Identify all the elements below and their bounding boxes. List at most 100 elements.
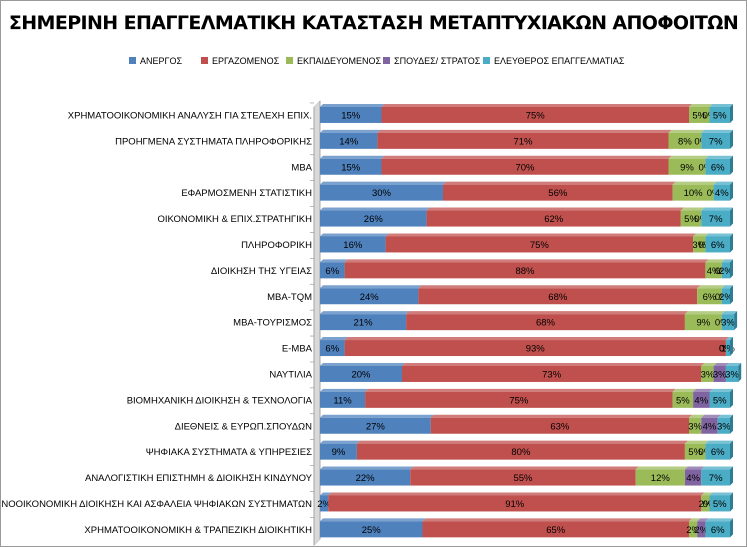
bar-segment xyxy=(672,391,694,408)
bar-segment xyxy=(689,521,698,538)
bar-segment-top xyxy=(320,414,434,418)
bar-segment-top xyxy=(320,155,385,159)
bar-segment xyxy=(418,288,698,305)
data-label: 88% xyxy=(515,266,535,277)
data-label: 5% xyxy=(676,395,690,406)
bar-segment xyxy=(721,288,730,305)
bar-segment xyxy=(328,495,702,512)
bar-segment xyxy=(402,365,702,382)
category-label: ΠΛΗΡΟΦΟΡΙΚΗ xyxy=(241,240,312,251)
category-label: MBA-TQM xyxy=(267,292,312,303)
bar-segment-top xyxy=(668,129,705,133)
legend-swatch xyxy=(483,57,490,64)
bar-segment xyxy=(320,469,411,486)
bar-segment xyxy=(672,184,714,201)
data-label: 21% xyxy=(354,318,374,329)
data-label: 9% xyxy=(680,162,694,173)
bar-end-cap xyxy=(730,233,733,253)
bar-segment-top xyxy=(693,388,713,392)
bar-end-cap xyxy=(730,155,733,175)
bar-end-cap xyxy=(730,466,733,486)
data-label: 93% xyxy=(526,344,546,355)
bar-end-cap xyxy=(730,440,733,460)
data-label: 5% xyxy=(684,214,698,225)
data-label: 8% xyxy=(678,136,692,147)
bar-segment-top xyxy=(381,155,672,159)
bar-segment xyxy=(406,314,685,331)
legend-item: ΣΠΟΥΔΕΣ/ ΣΤΡΑΤΟΣ xyxy=(383,56,480,66)
bar-segment xyxy=(320,184,443,201)
data-label: 11% xyxy=(333,395,352,406)
bar-segment-top xyxy=(402,362,705,366)
legend-item: ΕΡΓΑΖΟΜΕΝΟΣ xyxy=(201,56,279,66)
bar-segment xyxy=(693,391,710,408)
bar-segment xyxy=(705,158,730,175)
bar-segment-top xyxy=(709,388,733,392)
bar-segment-top xyxy=(320,259,348,263)
bar-end-cap xyxy=(730,285,733,305)
bar-segment xyxy=(680,210,702,227)
bar-segment xyxy=(721,314,735,331)
data-label: 9% xyxy=(332,447,346,458)
data-label: 26% xyxy=(364,214,384,225)
bar-segment-top xyxy=(320,440,360,444)
bar-segment-top xyxy=(668,155,709,159)
bar-segment xyxy=(709,391,730,408)
bar-segment-top xyxy=(320,181,446,185)
bar-segment-top xyxy=(320,233,389,237)
chart-title: ΣΗΜΕΡΙΝΗ ΕΠΑΓΓΕΛΜΑΤΙΚΗ ΚΑΤΑΣΤΑΣΗ ΜΕΤΑΠΤΥ… xyxy=(8,12,739,34)
bar-segment xyxy=(635,469,685,486)
data-label: 6% xyxy=(711,240,725,251)
bar-segment-top xyxy=(320,362,405,366)
bar-segment xyxy=(320,391,366,408)
bar-segment-top xyxy=(320,492,332,496)
data-label: 15% xyxy=(341,162,361,173)
bar-segment xyxy=(668,132,702,149)
data-label: 3% xyxy=(701,369,715,380)
legend-item: ΕΛΕΥΘΕΡΟΣ ΕΠΑΓΓΕΛΜΑΤΙΑΣ xyxy=(483,56,624,66)
bar-segment-top xyxy=(320,388,369,392)
bar-segment xyxy=(320,158,382,175)
bar-segment xyxy=(320,106,382,123)
data-label: 24% xyxy=(360,292,380,303)
bar-end-cap xyxy=(730,207,733,227)
bar-segment xyxy=(320,210,427,227)
bar-segment xyxy=(344,262,706,279)
bar-segment-top xyxy=(725,362,742,366)
bar-end-cap xyxy=(730,414,733,434)
bar-segment xyxy=(709,495,730,512)
bar-segment xyxy=(701,132,730,149)
data-label: 3% xyxy=(717,421,731,432)
data-label: 75% xyxy=(526,110,546,121)
bar-segment-top xyxy=(705,233,733,237)
category-label: ΑΝΑΛΟΓΙΣΤΙΚΗ ΕΠΙΣΤΗΜΗ & ΔΙΟΙΚΗΣΗ ΚΙΝΔΥΝΟ… xyxy=(85,473,313,484)
data-label: 5% xyxy=(692,110,706,121)
category-label: ΔΙΟΙΚΗΣΗ ΤΗΣ ΥΓΕΙΑΣ xyxy=(211,266,312,277)
bar-segment xyxy=(320,521,423,538)
bar-end-cap xyxy=(730,181,733,201)
bar-segment xyxy=(430,417,689,434)
bar-segment-top xyxy=(684,311,725,315)
data-label: 3% xyxy=(721,318,735,329)
data-label: 5% xyxy=(713,110,727,121)
bar-end-cap xyxy=(730,259,733,279)
data-label: 16% xyxy=(343,240,363,251)
data-label: 6% xyxy=(711,525,725,536)
bar-segment xyxy=(320,236,386,253)
bar-segment-top xyxy=(705,440,733,444)
data-label: 10% xyxy=(684,188,704,199)
bar-segment-top xyxy=(701,129,733,133)
bar-segment-top xyxy=(635,466,688,470)
legend-label: ΕΡΓΑΖΟΜΕΝΟΣ xyxy=(212,56,280,66)
bar-segment xyxy=(689,106,710,123)
category-label: ΤΕΧΝΟΟΙΚΟΝΟΜΙΚΗ ΔΙΟΙΚΗΣΗ ΚΑΙ ΑΣΦΑΛΕΙΑ ΨΗ… xyxy=(1,499,312,510)
bar-segment-top xyxy=(320,129,381,133)
bar-segment-top xyxy=(672,388,697,392)
bar-segment-top xyxy=(320,311,410,315)
bar-segment-top xyxy=(426,207,684,211)
data-label: 7% xyxy=(709,473,723,484)
bar-end-cap xyxy=(730,337,733,357)
bar-segment-top xyxy=(689,414,705,418)
plot-wall xyxy=(313,100,321,546)
